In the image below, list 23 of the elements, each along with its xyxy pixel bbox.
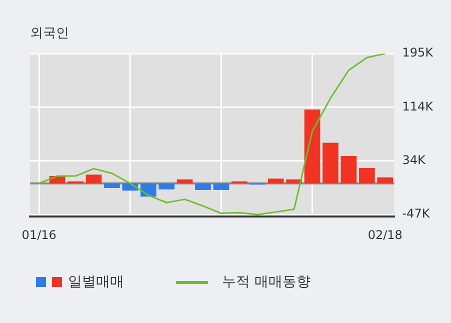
y-tick-label: -47K (402, 206, 431, 221)
bar (377, 177, 394, 184)
bar (213, 183, 230, 190)
bar (340, 156, 357, 184)
bar (140, 183, 156, 197)
bar (304, 109, 320, 184)
legend-label: 일별매매 (68, 273, 124, 291)
bar (176, 179, 193, 184)
bar (104, 183, 120, 188)
bar (158, 183, 175, 190)
bar (268, 178, 284, 184)
y-tick-label: 195K (402, 46, 434, 60)
bar (86, 174, 102, 184)
y-tick-label: 114K (402, 100, 434, 114)
bar (358, 168, 375, 184)
bar (322, 142, 338, 184)
x-tick-label: 01/16 (22, 228, 56, 242)
y-tick-label: 34K (402, 152, 426, 167)
x-tick-label: 02/18 (368, 228, 402, 242)
chart-title: 외국인 (30, 26, 69, 42)
bar (286, 179, 302, 184)
bar (195, 183, 211, 190)
legend-label: 누적 매매동향 (222, 273, 310, 291)
